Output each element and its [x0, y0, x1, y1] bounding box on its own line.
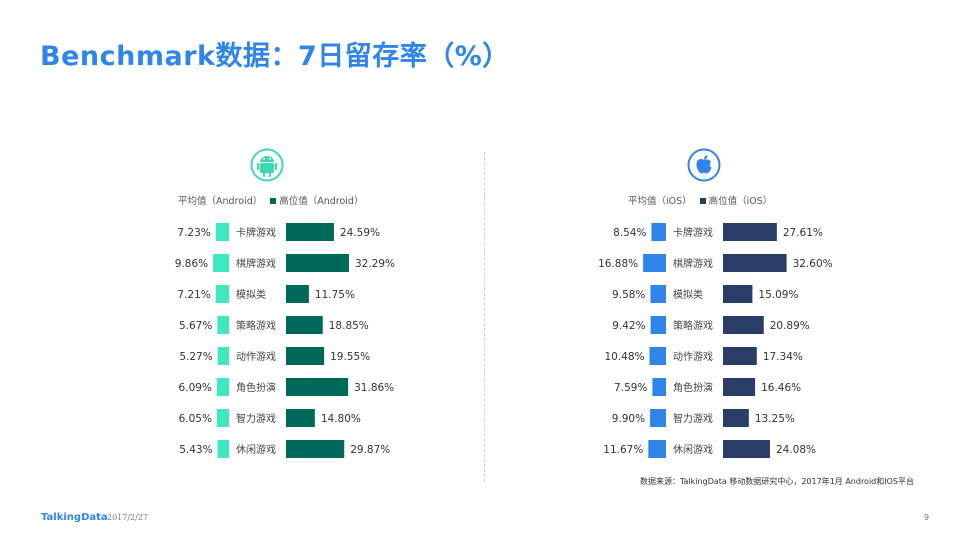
source-note: 数据来源：TalkingData 移动数据研究中心，2017年1月 Androi…: [640, 477, 914, 486]
android-category-label: 模拟类: [236, 288, 266, 301]
ios-high-bar: [723, 378, 756, 396]
ios-high-label: 27.61%: [783, 227, 823, 239]
legend-ios-high: 高位值（iOS）: [708, 196, 773, 207]
ios-avg-label: 16.88%: [598, 258, 638, 270]
ios-avg-label: 10.48%: [604, 351, 644, 363]
android-category-label: 休闲游戏: [236, 443, 276, 456]
ios-avg-bar: [650, 409, 666, 427]
android-high-label: 18.85%: [329, 320, 369, 332]
android-high-label: 31.86%: [354, 382, 394, 394]
ios-category-label: 模拟类: [673, 288, 703, 301]
ios-category-label: 休闲游戏: [673, 443, 713, 456]
legend-android: 平均值（Android） 高位值（Android）: [178, 193, 363, 207]
android-avg-label: 9.86%: [175, 258, 208, 270]
legend-ios-avg: 平均值（iOS）: [628, 196, 692, 207]
ios-avg-label: 9.90%: [612, 413, 645, 425]
android-high-bar: [286, 223, 334, 241]
android-high-label: 14.80%: [321, 413, 361, 425]
android-high-bar: [286, 440, 345, 458]
android-high-bar: [286, 347, 325, 365]
ios-high-bar: [723, 223, 777, 241]
android-category-label: 角色扮演: [236, 381, 276, 394]
ios-high-label: 15.09%: [758, 289, 798, 301]
ios-category-label: 动作游戏: [673, 350, 713, 363]
android-icon: [250, 148, 284, 182]
ios-high-bar: [723, 254, 787, 272]
android-avg-bar: [216, 378, 229, 396]
ios-high-bar: [723, 440, 770, 458]
ios-high-label: 20.89%: [770, 320, 810, 332]
ios-category-label: 卡牌游戏: [673, 226, 713, 239]
ios-high-label: 16.46%: [761, 382, 801, 394]
android-category-label: 智力游戏: [236, 412, 276, 425]
android-avg-label: 6.09%: [179, 382, 212, 394]
android-avg-bar: [217, 316, 229, 334]
legend-ios-high-swatch: [699, 198, 706, 204]
ios-avg-label: 9.58%: [612, 289, 645, 301]
android-avg-label: 5.67%: [179, 320, 212, 332]
android-avg-bar: [215, 223, 229, 241]
android-high-bar: [286, 316, 323, 334]
ios-avg-label: 8.54%: [613, 227, 646, 239]
footer-date: 2017/2/27: [107, 513, 149, 522]
ios-category-label: 角色扮演: [673, 381, 713, 394]
android-avg-label: 6.05%: [179, 413, 212, 425]
android-high-label: 29.87%: [350, 444, 390, 456]
ios-high-bar: [723, 285, 753, 303]
android-avg-label: 5.43%: [179, 444, 212, 456]
ios-high-label: 13.25%: [755, 413, 795, 425]
page-title: Benchmark数据：7日留存率（%）: [40, 41, 510, 72]
android-high-bar: [286, 285, 309, 303]
ios-avg-bar: [652, 378, 666, 396]
ios-category-label: 智力游戏: [673, 412, 713, 425]
legend-android-avg: 平均值（Android）: [178, 196, 263, 207]
ios-high-bar: [723, 316, 764, 334]
android-avg-label: 7.21%: [177, 289, 210, 301]
android-high-label: 32.29%: [355, 258, 395, 270]
android-avg-bar: [217, 347, 229, 365]
android-high-bar: [286, 409, 315, 427]
android-high-label: 19.55%: [330, 351, 370, 363]
ios-high-label: 32.60%: [793, 258, 833, 270]
android-category-label: 动作游戏: [236, 350, 276, 363]
android-category-label: 策略游戏: [236, 319, 276, 332]
ios-avg-label: 9.42%: [612, 320, 645, 332]
android-avg-bar: [213, 254, 229, 272]
ios-avg-bar: [650, 285, 666, 303]
android-high-label: 24.59%: [340, 227, 380, 239]
apple-icon: [687, 148, 721, 182]
android-avg-bar: [215, 285, 229, 303]
android-high-bar: [286, 378, 349, 396]
ios-avg-bar: [651, 223, 666, 241]
ios-high-bar: [723, 347, 757, 365]
footer-logo: TalkingData: [41, 512, 108, 523]
android-high-label: 11.75%: [315, 289, 355, 301]
android-avg-label: 7.23%: [177, 227, 210, 239]
ios-avg-bar: [643, 254, 666, 272]
android-category-label: 卡牌游戏: [236, 226, 276, 239]
ios-high-label: 24.08%: [776, 444, 816, 456]
ios-category-label: 棋牌游戏: [673, 257, 713, 270]
android-avg-label: 5.27%: [179, 351, 212, 363]
ios-avg-label: 7.59%: [614, 382, 647, 394]
ios-category-label: 策略游戏: [673, 319, 713, 332]
panel-divider: [484, 152, 485, 482]
legend-android-high-swatch: [270, 198, 277, 204]
legend-android-high: 高位值（Android）: [279, 196, 364, 207]
ios-avg-label: 11.67%: [603, 444, 643, 456]
legend-ios: 平均值（iOS） 高位值（iOS）: [628, 193, 772, 207]
ios-avg-bar: [649, 347, 666, 365]
page-number: 9: [924, 513, 930, 522]
android-high-bar: [286, 254, 349, 272]
ios-high-bar: [723, 409, 749, 427]
ios-avg-bar: [650, 316, 666, 334]
ios-high-label: 17.34%: [763, 351, 803, 363]
ios-avg-bar: [648, 440, 666, 458]
android-category-label: 棋牌游戏: [236, 257, 276, 270]
android-avg-bar: [217, 440, 229, 458]
android-avg-bar: [216, 409, 229, 427]
